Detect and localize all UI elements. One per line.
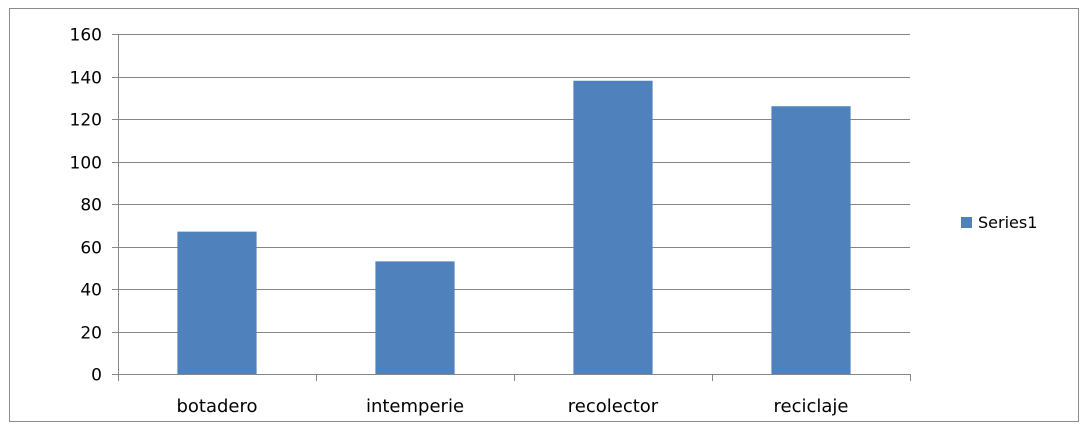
y-tick-label-40: 40	[80, 281, 102, 301]
x-category-label-recolector: recolector	[568, 396, 659, 417]
legend-swatch-series1	[961, 217, 972, 228]
y-tick-label-100: 100	[70, 154, 102, 174]
y-tick-label-120: 120	[70, 111, 102, 131]
bar-chart: 0 20 40 60 80 100 120 140 160 botadero intemperie…	[70, 26, 1038, 418]
x-category-labels: botadero intemperie recolector reciclaje	[176, 396, 848, 417]
bars	[177, 80, 851, 374]
bar-reciclaje	[771, 106, 851, 374]
bar-intemperie	[375, 261, 455, 374]
axes	[112, 34, 911, 381]
y-tick-label-60: 60	[80, 239, 102, 259]
bar-botadero	[177, 231, 257, 374]
legend-label-series1: Series1	[978, 213, 1037, 232]
y-tick-label-0: 0	[91, 366, 102, 386]
legend: Series1	[961, 213, 1037, 232]
y-tick-label-80: 80	[80, 196, 102, 216]
x-category-label-intemperie: intemperie	[366, 396, 464, 417]
y-tick-label-140: 140	[70, 69, 102, 89]
chart-frame: 0 20 40 60 80 100 120 140 160 botadero intemperie…	[9, 8, 1079, 422]
y-tick-labels: 0 20 40 60 80 100 120 140 160	[70, 26, 102, 386]
y-tick-label-20: 20	[80, 324, 102, 344]
x-category-label-reciclaje: reciclaje	[774, 396, 849, 417]
y-tick-label-160: 160	[70, 26, 102, 46]
bar-recolector	[573, 80, 653, 374]
x-category-label-botadero: botadero	[176, 396, 257, 417]
